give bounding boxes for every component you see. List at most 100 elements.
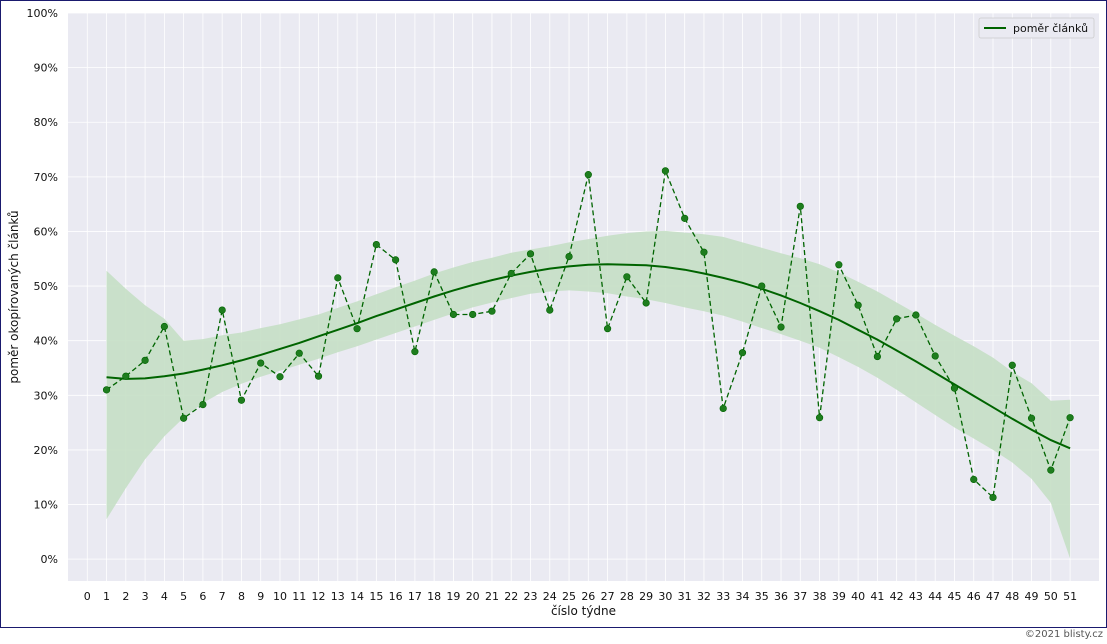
x-tick-label: 38 <box>813 590 827 603</box>
data-point <box>180 414 188 422</box>
data-point <box>469 310 477 319</box>
x-tick-label: 37 <box>793 590 807 603</box>
x-tick-label: 22 <box>504 590 518 603</box>
x-tick-label: 41 <box>870 590 884 603</box>
x-tick-label: 8 <box>238 590 245 603</box>
legend-label: poměr článků <box>1013 22 1088 35</box>
x-tick-label: 21 <box>485 590 499 603</box>
legend: poměr článků <box>978 17 1095 39</box>
x-tick-label: 7 <box>219 590 226 603</box>
data-point <box>681 214 689 222</box>
data-point <box>1008 361 1016 369</box>
data-point <box>970 475 978 484</box>
trend-line <box>106 263 1071 450</box>
data-point <box>1027 414 1036 422</box>
data-point <box>411 348 419 356</box>
x-tick-label: 4 <box>161 590 168 603</box>
x-tick-label: 32 <box>697 590 711 603</box>
data-point <box>700 248 708 256</box>
x-tick-label: 19 <box>446 590 460 603</box>
x-axis-title: číslo týdne <box>551 604 616 618</box>
x-tick-label: 20 <box>466 590 480 603</box>
data-point <box>218 306 226 314</box>
x-tick-label: 49 <box>1025 590 1039 603</box>
data-point <box>276 373 284 381</box>
x-tick-label: 45 <box>947 590 961 603</box>
data-point <box>353 325 361 333</box>
x-tick-label: 13 <box>331 590 345 603</box>
data-point <box>603 325 612 333</box>
data-point <box>835 261 843 269</box>
x-tick-label: 6 <box>199 590 206 603</box>
x-tick-label: 14 <box>350 590 364 603</box>
data-point <box>777 323 785 331</box>
data-point <box>122 372 130 380</box>
x-tick-label: 30 <box>658 590 672 603</box>
x-tick-label: 48 <box>1005 590 1019 603</box>
x-tick-label: 50 <box>1044 590 1058 603</box>
data-point <box>334 274 342 282</box>
x-tick-label: 43 <box>909 590 923 603</box>
x-tick-label: 44 <box>928 590 942 603</box>
x-tick-label: 33 <box>716 590 730 603</box>
data-point <box>815 414 824 422</box>
data-point <box>584 171 592 179</box>
y-tick-label: 90% <box>34 62 58 75</box>
y-tick-label: 100% <box>27 7 58 20</box>
y-axis-title: poměr okopírovaných článků <box>7 210 21 383</box>
x-tick-label: 15 <box>369 590 383 603</box>
x-tick-label: 11 <box>292 590 306 603</box>
x-tick-label: 40 <box>851 590 865 603</box>
x-tick-label: 42 <box>890 590 904 603</box>
data-point <box>295 349 303 357</box>
x-tick-label: 31 <box>678 590 692 603</box>
data-point <box>160 322 168 331</box>
data-point <box>488 307 496 315</box>
data-point <box>141 356 149 364</box>
data-layer <box>102 167 1074 502</box>
data-point <box>873 352 881 361</box>
data-point <box>912 311 920 319</box>
y-tick-label: 30% <box>34 389 58 402</box>
x-tick-label: 0 <box>84 590 91 603</box>
y-tick-label: 70% <box>34 171 58 184</box>
y-tick-label: 50% <box>34 280 58 293</box>
x-tick-label: 2 <box>122 590 129 603</box>
x-tick-label: 36 <box>774 590 788 603</box>
data-point <box>507 269 515 278</box>
data-point <box>661 167 670 175</box>
x-tick-label: 3 <box>142 590 149 603</box>
data-point <box>950 384 959 392</box>
x-tick-label: 46 <box>967 590 981 603</box>
data-point <box>719 404 727 413</box>
legend-box <box>978 17 1095 39</box>
data-point <box>989 493 997 502</box>
x-tick-label: 39 <box>832 590 846 603</box>
confidence-band-area <box>106 230 1071 559</box>
data-point <box>854 301 862 309</box>
data-point <box>392 256 400 264</box>
x-tick-label: 1 <box>103 590 110 603</box>
x-tick-label: 35 <box>755 590 769 603</box>
x-tick-label: 25 <box>562 590 576 603</box>
tick-labels: 0 1 2 3 4 5 6 7 8 9 10 11 12 13 14 15 16 17 18 19 20 21 22 23 24… <box>27 7 1078 603</box>
data-point <box>449 310 458 319</box>
x-tick-label: 16 <box>389 590 403 603</box>
data-point <box>642 299 650 307</box>
x-tick-label: 5 <box>180 590 187 603</box>
data-point <box>1066 414 1074 422</box>
data-point <box>237 396 246 404</box>
y-tick-label: 80% <box>34 116 58 129</box>
data-point <box>430 268 438 276</box>
x-tick-label: 24 <box>543 590 557 603</box>
data-point <box>526 250 535 258</box>
y-tick-label: 40% <box>34 335 58 348</box>
data-point <box>1047 466 1055 474</box>
data-point <box>758 282 766 290</box>
data-point <box>931 352 939 360</box>
y-tick-label: 60% <box>34 225 58 238</box>
y-tick-label: 10% <box>34 499 58 512</box>
data-point <box>546 306 554 314</box>
copyright-notice: ©2021 blisty.cz <box>1024 629 1103 640</box>
